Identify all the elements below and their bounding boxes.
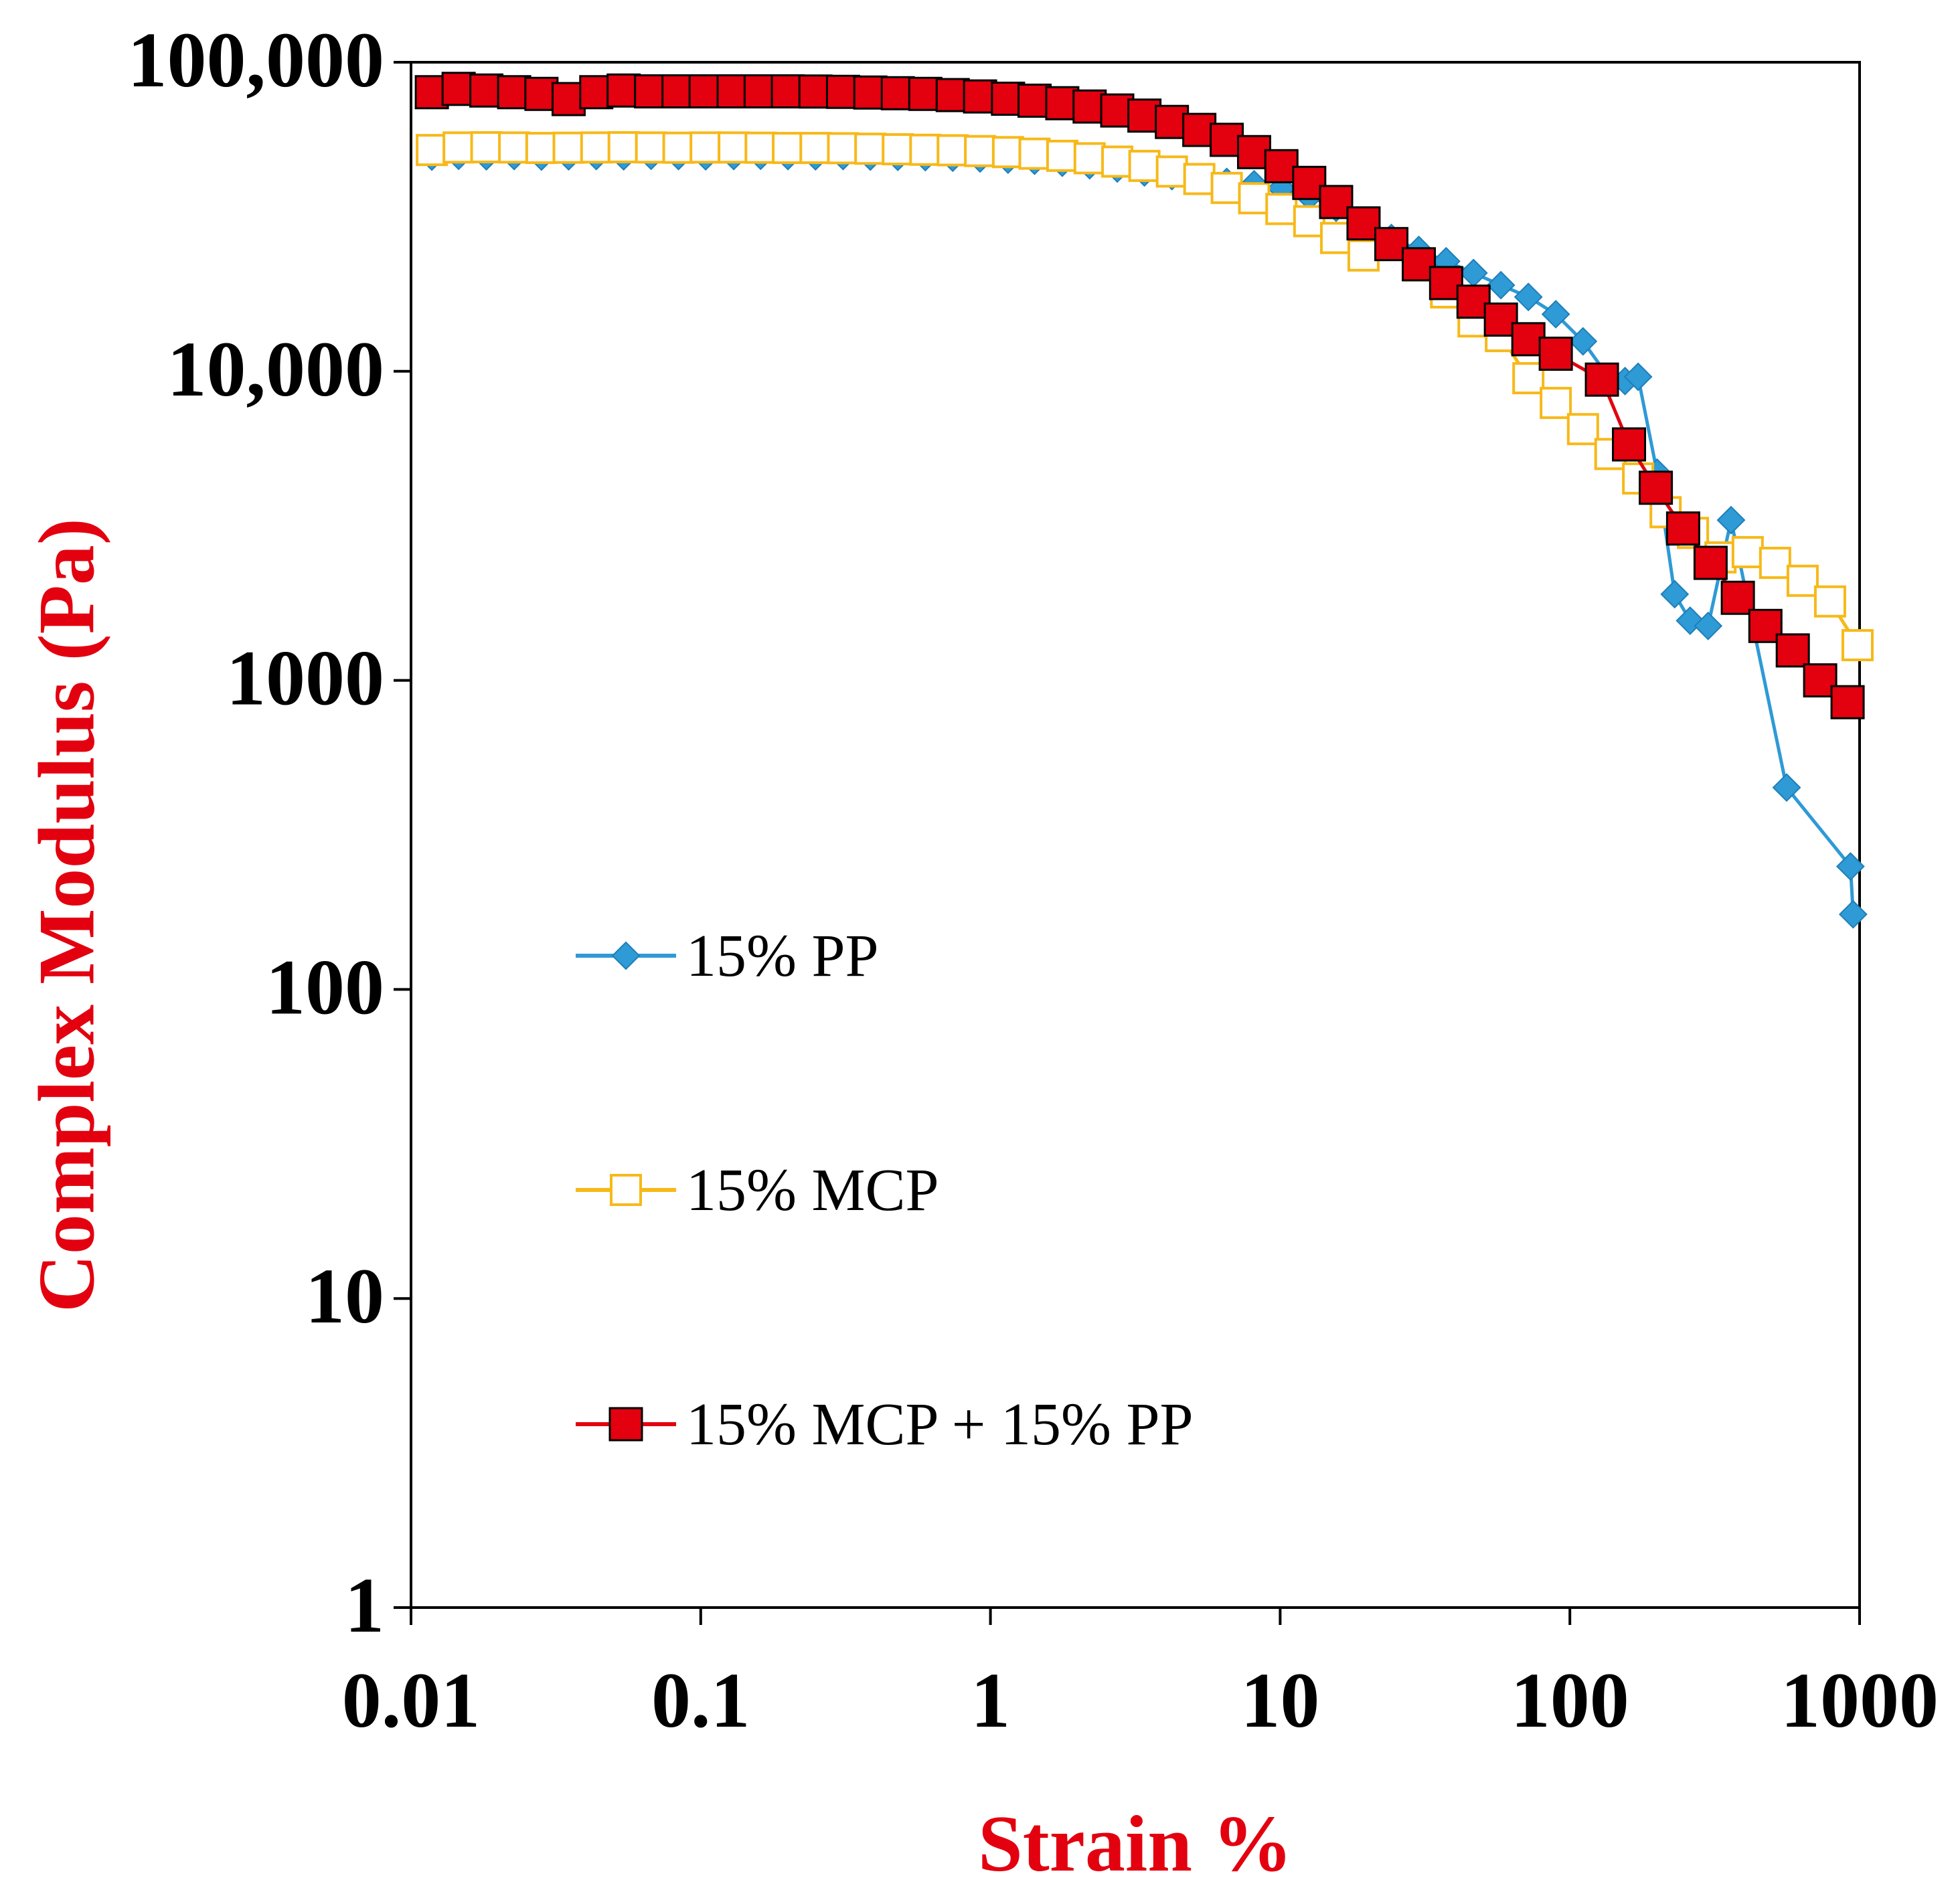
data-point — [470, 131, 503, 163]
data-point — [442, 131, 475, 164]
data-point — [1660, 580, 1690, 609]
data-point — [689, 131, 722, 164]
plot-area — [410, 61, 1861, 1609]
y-tick-label: 100,000 — [128, 16, 385, 104]
data-point — [882, 133, 914, 165]
data-point — [1731, 535, 1764, 568]
data-point — [1486, 270, 1516, 300]
data-point — [1786, 564, 1819, 597]
data-point — [854, 133, 887, 165]
y-axis-title: Complex Modulus (Pa) — [22, 518, 111, 1312]
legend: 15% PP 15% MCP 15% MCP + 15% PP — [576, 923, 1194, 1458]
data-point — [1514, 282, 1543, 312]
data-point — [1775, 633, 1810, 668]
data-point — [416, 134, 448, 167]
data-point — [827, 132, 860, 165]
data-point — [1584, 362, 1619, 397]
x-axis: 0.01 0.1 1 10 100 1000 — [342, 1608, 1939, 1744]
y-tick-label: 100 — [266, 943, 384, 1031]
data-point — [1694, 611, 1723, 640]
data-point — [909, 133, 942, 166]
data-point — [552, 131, 585, 164]
data-point — [1838, 899, 1868, 929]
data-point — [744, 131, 777, 164]
data-point — [1720, 580, 1755, 615]
data-point — [662, 131, 695, 164]
data-point — [1155, 155, 1188, 188]
data-point — [1623, 362, 1653, 392]
y-tick-label: 1000 — [226, 634, 384, 722]
data-point — [1639, 470, 1673, 505]
legend-label: 15% PP — [686, 923, 879, 989]
data-point — [1841, 628, 1874, 661]
data-point — [1772, 773, 1801, 802]
data-point — [525, 132, 558, 165]
data-point — [1101, 145, 1134, 178]
data-point — [607, 131, 640, 163]
series-3 — [414, 72, 1865, 719]
data-point — [1128, 149, 1161, 182]
legend-label: 15% MCP + 15% PP — [686, 1391, 1194, 1458]
data-point — [1512, 362, 1545, 395]
data-point — [1183, 163, 1216, 195]
data-point — [1538, 337, 1573, 371]
legend-item: 15% PP — [576, 923, 879, 989]
y-tick-label: 10 — [305, 1252, 384, 1340]
data-point — [1830, 685, 1865, 719]
data-point — [772, 132, 805, 165]
data-point — [1693, 545, 1728, 580]
y-tick-label: 1 — [345, 1561, 384, 1649]
x-tick-label: 0.1 — [651, 1656, 750, 1744]
data-point — [1665, 511, 1700, 546]
data-point — [1541, 300, 1570, 329]
data-point — [1568, 327, 1598, 356]
x-axis-title: Strain % — [978, 1799, 1293, 1888]
legend-marker — [610, 1174, 642, 1206]
legend-label: 15% MCP — [686, 1157, 939, 1223]
x-tick-label: 10 — [1240, 1656, 1319, 1744]
legend-marker — [611, 941, 641, 970]
data-point — [1265, 193, 1298, 226]
data-point — [1346, 206, 1381, 241]
data-point — [635, 131, 667, 164]
legend-item: 15% MCP — [576, 1157, 939, 1223]
data-point — [1319, 222, 1352, 254]
data-point — [1835, 852, 1865, 881]
data-point — [1264, 149, 1299, 183]
data-point — [718, 131, 750, 164]
plot-border — [410, 61, 1861, 1609]
data-point — [991, 136, 1024, 169]
data-point — [936, 134, 969, 167]
legend-marker — [608, 1407, 643, 1442]
data-point — [1759, 547, 1791, 580]
y-axis: 1 10 100 1000 10,000 100,000 — [128, 16, 411, 1649]
y-tick-label: 10,000 — [167, 325, 385, 413]
data-point — [1716, 505, 1746, 535]
data-point — [1540, 387, 1572, 420]
x-tick-label: 0.01 — [342, 1656, 481, 1744]
data-point — [1566, 413, 1599, 446]
x-tick-label: 100 — [1511, 1656, 1629, 1744]
data-point — [498, 131, 531, 164]
data-point — [1428, 266, 1463, 300]
data-point — [1813, 585, 1846, 618]
x-tick-label: 1000 — [1781, 1656, 1939, 1744]
data-point — [1018, 137, 1051, 170]
data-point — [1238, 182, 1271, 215]
data-point — [1319, 185, 1354, 220]
series-layer — [414, 72, 1874, 929]
x-tick-label: 1 — [971, 1656, 1010, 1744]
data-point — [1046, 139, 1078, 172]
data-point — [1347, 239, 1380, 272]
data-point — [580, 131, 612, 164]
data-point — [1612, 427, 1647, 462]
data-point — [1073, 142, 1106, 175]
data-point — [964, 135, 997, 167]
data-point — [799, 132, 832, 165]
data-point — [1210, 171, 1243, 204]
legend-item: 15% MCP + 15% PP — [576, 1391, 1194, 1458]
